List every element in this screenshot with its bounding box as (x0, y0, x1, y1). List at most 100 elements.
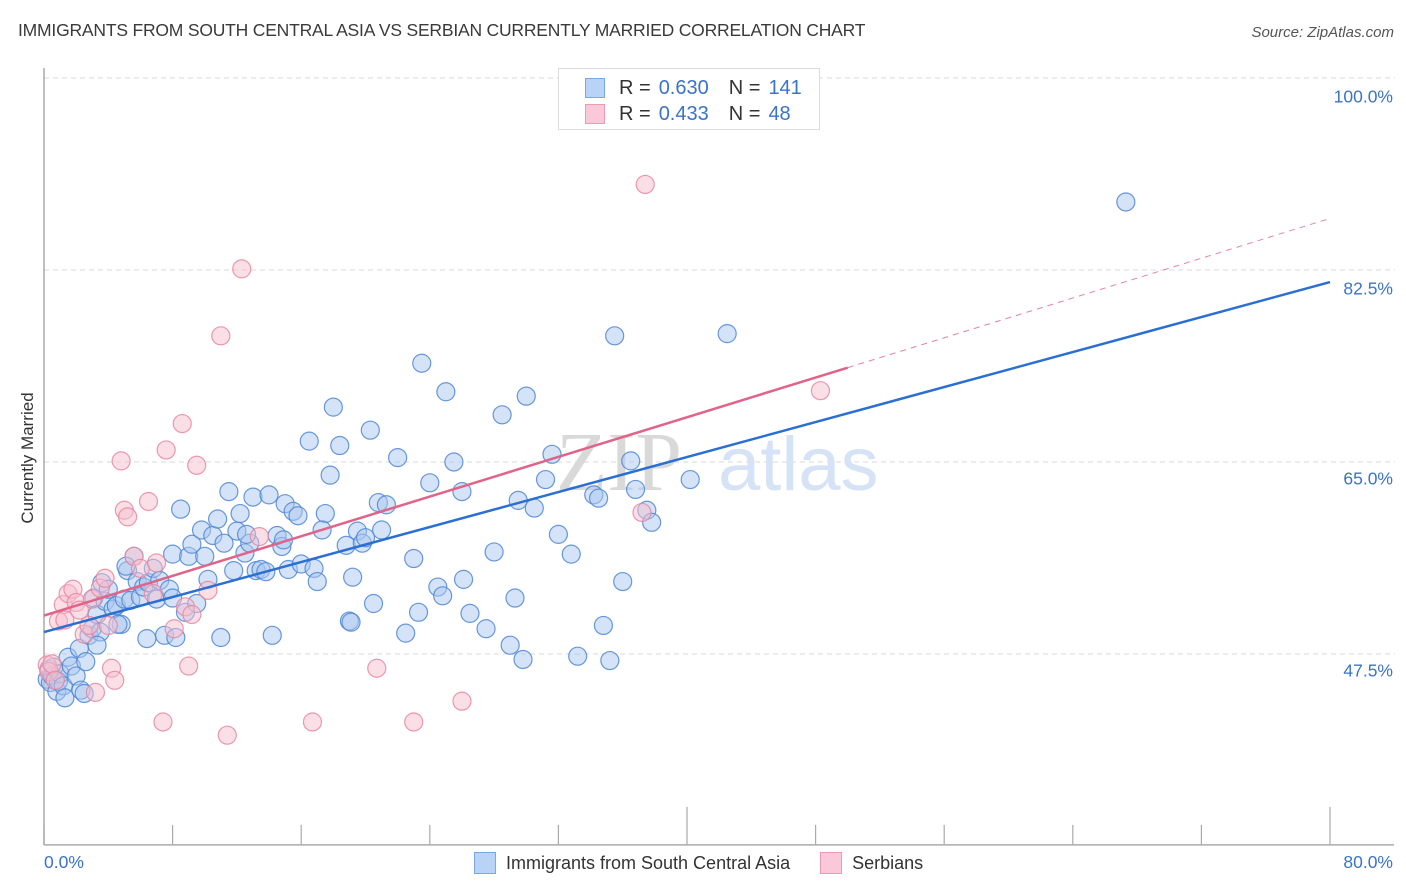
immigrants-point (330, 435, 350, 456)
gridlines (44, 77, 1395, 655)
serbians-point (153, 712, 173, 732)
immigrants-point (588, 488, 609, 508)
y-tick-label: 47.5% (1343, 660, 1393, 681)
serbians-point (302, 712, 323, 732)
immigrants-point (230, 503, 250, 524)
immigrants-point (412, 353, 432, 373)
immigrants-point (163, 544, 183, 564)
immigrants-point (76, 652, 96, 672)
serbians-point (211, 326, 231, 346)
immigrants-point (561, 544, 581, 564)
immigrants-point (315, 503, 335, 524)
immigrants-point (524, 498, 544, 518)
serbians-point (156, 440, 176, 460)
serbians-point (105, 670, 125, 690)
serbians-point (810, 381, 831, 401)
legend-item-immigrants: Immigrants from South Central Asia (474, 852, 790, 874)
immigrants-point (613, 571, 633, 592)
legend-n-value: 48 (768, 102, 791, 125)
serbians-point (130, 558, 151, 579)
immigrants-point (680, 469, 700, 490)
immigrants-point (363, 593, 384, 614)
x-tick-label-max: 80.0% (1343, 852, 1393, 872)
immigrants-point (513, 649, 533, 670)
immigrants-point (262, 625, 282, 645)
immigrants-point (444, 452, 464, 472)
immigrants-point (621, 451, 641, 471)
immigrants-point (1116, 192, 1136, 212)
legend-swatch-serbians (820, 852, 843, 874)
immigrants-point (548, 524, 569, 544)
series-serbians-points (37, 174, 831, 745)
immigrants-point (299, 431, 319, 451)
immigrants-point (404, 548, 424, 569)
legend-row-serbians: R = 0.433 N = 48 (585, 102, 791, 126)
serbians-point (164, 619, 184, 639)
watermark: ZIP atlas (556, 416, 879, 509)
legend-item-serbians: Serbians (820, 852, 923, 874)
serbians-trend-extension (847, 217, 1331, 369)
serbians-point (217, 725, 237, 745)
watermark-atlas: atlas (718, 422, 879, 507)
immigrants-point (516, 386, 536, 406)
immigrants-point (219, 482, 239, 502)
legend-n-label: N = (728, 76, 761, 99)
source-label: Source: ZipAtlas.com (1251, 24, 1394, 41)
legend-label-serbians: Serbians (852, 852, 924, 873)
immigrants-point (259, 485, 279, 505)
serbians-point (187, 455, 207, 475)
serbians-point (249, 526, 270, 547)
legend-n-label: N = (728, 102, 761, 125)
chart-title: IMMIGRANTS FROM SOUTH CENTRAL ASIA VS SE… (18, 20, 866, 40)
immigrants-point (625, 479, 646, 500)
immigrants-point (360, 420, 380, 440)
immigrants-point (593, 615, 614, 636)
serbians-point (179, 656, 199, 676)
immigrants-point (460, 603, 480, 623)
legend-row-immigrants: R = 0.630 N = 141 (585, 76, 802, 100)
immigrants-point (500, 635, 520, 655)
serbians-point (98, 615, 118, 636)
immigrants-point (323, 397, 343, 417)
serbians-point (632, 502, 652, 523)
axes (43, 68, 1394, 846)
immigrants-point (224, 560, 244, 581)
immigrants-point (505, 588, 525, 608)
immigrants-point (87, 635, 107, 655)
immigrants-point (492, 405, 512, 425)
serbians-point (182, 604, 202, 625)
serbians-point (138, 491, 159, 512)
immigrants-point (208, 509, 228, 529)
immigrants-point (436, 382, 456, 402)
immigrants-point (396, 623, 416, 643)
immigrants-point (195, 546, 215, 566)
immigrants-point (55, 688, 75, 708)
immigrants-point (171, 499, 191, 519)
serbians-point (95, 568, 115, 588)
immigrants-point (211, 627, 231, 648)
immigrants-point (433, 586, 453, 606)
y-tick-label: 65.0% (1343, 468, 1393, 489)
legend-r-label: R = (619, 76, 651, 99)
serbians-point (85, 682, 106, 702)
serbians-point (146, 553, 167, 573)
serbians-point (367, 658, 387, 678)
legend-swatch-immigrants (474, 852, 496, 874)
immigrants-point (288, 506, 308, 526)
immigrants-point (307, 571, 327, 592)
immigrants-point (388, 447, 408, 468)
immigrants-point (214, 533, 234, 553)
legend-swatch-immigrants (585, 78, 605, 98)
y-tick-label: 100.0% (1333, 86, 1393, 107)
legend-r-label: R = (619, 102, 651, 125)
immigrants-point (320, 465, 340, 485)
immigrants-point (408, 602, 429, 622)
immigrants-point (476, 619, 496, 639)
immigrants-point (568, 646, 588, 666)
serbians-point (117, 507, 138, 527)
immigrants-point (420, 473, 440, 493)
immigrants-point (484, 542, 504, 562)
serbians-point (452, 691, 472, 711)
immigrants-point (243, 487, 263, 507)
